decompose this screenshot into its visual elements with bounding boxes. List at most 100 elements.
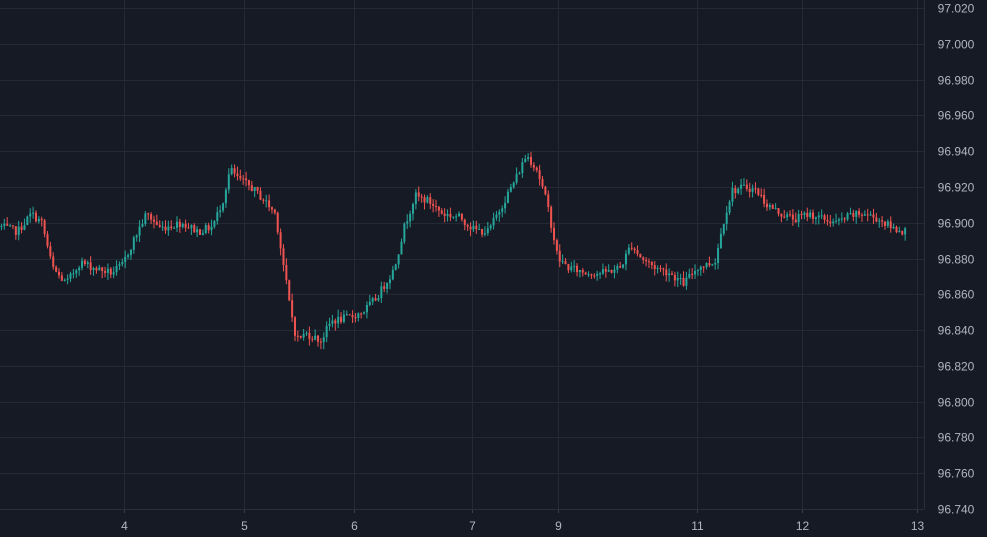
candle	[492, 212, 495, 230]
candle	[694, 264, 697, 279]
candle-body	[204, 225, 207, 234]
candle	[121, 258, 124, 267]
candle	[75, 268, 78, 278]
candle	[481, 228, 484, 238]
candle	[443, 208, 446, 223]
candle	[118, 261, 121, 271]
candle-body	[3, 223, 6, 226]
candle	[296, 330, 299, 342]
candle	[714, 258, 717, 270]
candle-body	[400, 241, 403, 255]
candle	[725, 205, 728, 231]
candle-body	[443, 213, 446, 216]
candle-body	[742, 184, 745, 186]
candle-body	[403, 223, 406, 242]
candle	[173, 226, 176, 229]
candle	[567, 263, 570, 274]
candle-body	[458, 213, 461, 217]
price-tick-label: 96.760	[938, 467, 975, 481]
candle-body	[109, 268, 112, 275]
candle-body	[351, 315, 354, 318]
candle	[624, 250, 627, 271]
candle-body	[167, 226, 170, 231]
candle	[665, 263, 668, 282]
candle	[645, 257, 648, 267]
candle-body	[553, 227, 556, 241]
candle-body	[317, 335, 320, 342]
candle-body	[892, 226, 895, 229]
candle	[843, 217, 846, 223]
candle	[164, 220, 167, 234]
candle	[49, 241, 52, 259]
candle	[29, 208, 32, 223]
candle-body	[276, 212, 279, 233]
candle	[299, 335, 302, 340]
candle	[455, 213, 458, 222]
candle	[132, 235, 135, 254]
candle	[590, 273, 593, 279]
candle	[647, 258, 650, 268]
candle	[394, 263, 397, 271]
candle-body	[236, 173, 239, 176]
candle	[463, 218, 466, 231]
candle-body	[60, 275, 63, 281]
candle	[69, 271, 72, 283]
candle	[322, 332, 325, 350]
candle-body	[460, 213, 463, 220]
candle-body	[789, 214, 792, 216]
candle	[32, 206, 35, 219]
price-axis[interactable]: 97.020 97.000 96.980 96.960 96.940 96.920 96.9…	[938, 2, 975, 517]
candle-body	[676, 278, 679, 281]
candle	[668, 268, 671, 282]
candle-body	[688, 273, 691, 278]
candle	[777, 207, 780, 217]
candle	[869, 211, 872, 217]
candle	[544, 185, 547, 196]
candle	[46, 231, 49, 249]
candle	[472, 220, 475, 232]
candle	[409, 210, 412, 228]
candle-body	[740, 184, 743, 189]
candle-body	[270, 207, 273, 210]
candle	[783, 209, 786, 219]
candle	[3, 218, 6, 230]
candle	[319, 338, 322, 350]
candle	[734, 185, 737, 199]
candle-body	[213, 221, 216, 227]
candle-body	[32, 212, 35, 214]
candle	[832, 218, 835, 227]
price-tick-label: 96.840	[938, 324, 975, 338]
candle-body	[725, 212, 728, 224]
candle	[616, 263, 619, 274]
candle	[446, 209, 449, 222]
candle-body	[797, 214, 800, 223]
price-tick-label: 96.960	[938, 109, 975, 123]
candle-body	[849, 212, 852, 214]
candle	[774, 203, 777, 210]
candle	[201, 229, 204, 236]
candle-body	[190, 225, 193, 228]
candle-body	[6, 223, 9, 226]
candle	[564, 258, 567, 265]
candle-body	[532, 164, 535, 168]
time-axis[interactable]: 4 5 6 7 9 11 12 13	[121, 519, 924, 533]
candle	[6, 217, 9, 227]
candle-body	[127, 255, 130, 257]
candle	[679, 273, 682, 285]
candle-body	[178, 221, 181, 228]
candle	[348, 314, 351, 316]
candle	[527, 153, 530, 162]
candle-body	[731, 188, 734, 202]
candle-body	[132, 237, 135, 250]
time-tick-label: 4	[121, 519, 128, 533]
candle	[506, 188, 509, 204]
candle-body	[426, 197, 429, 203]
candle	[314, 329, 317, 341]
candle-body	[63, 279, 66, 281]
candle-body	[57, 271, 61, 276]
candle-body	[886, 221, 889, 226]
candle-body	[875, 217, 878, 222]
candle	[14, 225, 17, 240]
candle-body	[199, 229, 202, 235]
